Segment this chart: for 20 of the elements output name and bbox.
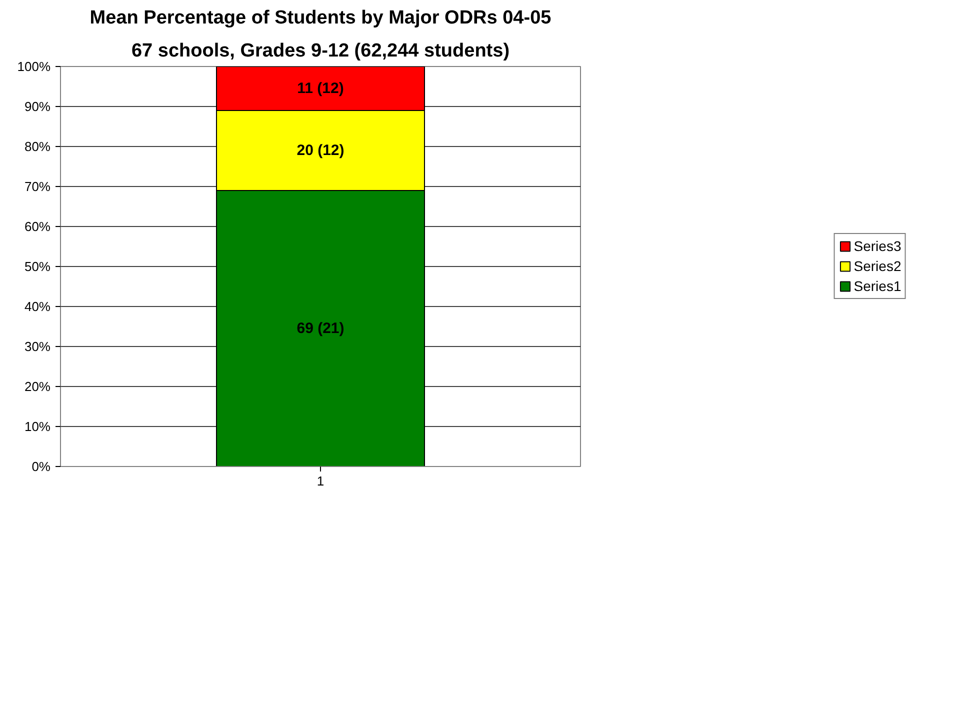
chart-title: Mean Percentage of Students by Major ODRs 04-05 [90,8,552,28]
y-tick-label: 30% [24,339,51,354]
x-tick-label: 1 [316,474,324,488]
legend-label: Series1 [854,278,902,294]
legend-label: Series3 [854,238,902,254]
y-tick-label: 60% [24,219,51,234]
data-label: 11 (12) [297,80,344,97]
y-tick-label: 40% [24,299,51,314]
chart-subtitle: 67 schools, Grades 9-12 (62,244 students) [131,40,510,62]
y-tick-label: 50% [24,259,51,274]
y-tick-label: 70% [24,179,51,194]
data-label: 69 (21) [296,320,344,337]
data-label: 20 (12) [296,142,344,159]
y-tick-label: 80% [24,139,51,154]
y-tick-label: 10% [24,419,51,434]
y-tick-label: 20% [24,379,51,394]
y-tick-label: 90% [24,99,51,114]
legend-label: Series2 [854,258,902,274]
y-tick-label: 0% [32,459,51,474]
y-tick-label: 100% [17,59,51,74]
